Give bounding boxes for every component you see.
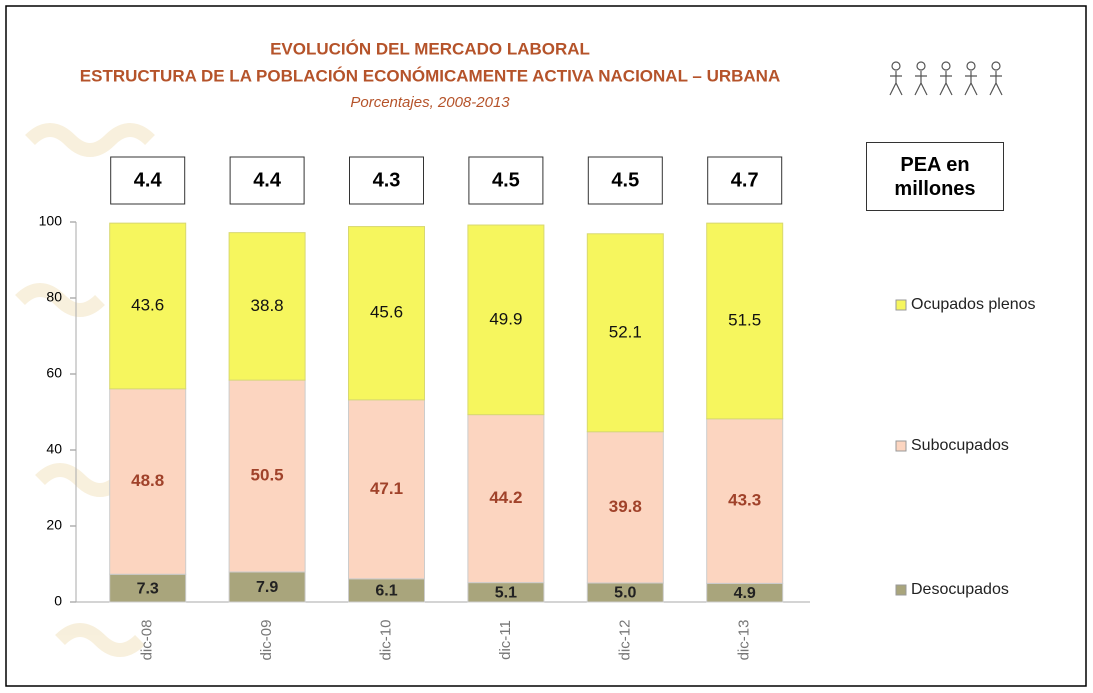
legend-swatch (895, 440, 907, 452)
data-label: 45.6 (370, 303, 403, 322)
data-label: 47.1 (370, 479, 403, 498)
data-label: 48.8 (131, 471, 164, 490)
bar-segment (228, 232, 306, 381)
people-icon (889, 61, 1003, 96)
pea-value: 4.5 (611, 169, 639, 191)
data-label: 7.3 (137, 580, 159, 597)
bar-segment (228, 379, 306, 573)
data-label: 7.9 (256, 579, 278, 596)
legend-swatch (895, 584, 907, 596)
bar-segment (467, 224, 545, 416)
pea-box (587, 156, 663, 205)
pea-value: 4.4 (253, 169, 282, 191)
legend-label: Subocupados (911, 437, 1009, 454)
x-tick-label: dic-10 (377, 620, 394, 661)
y-tick-label: 80 (46, 289, 62, 305)
data-label: 43.6 (131, 295, 164, 314)
x-tick-label: dic-13 (736, 620, 753, 661)
data-label: 51.5 (728, 310, 761, 329)
bar-segment (109, 573, 187, 603)
bar-segment (228, 571, 306, 603)
pea-value: 4.4 (134, 169, 163, 191)
bar-segment (467, 414, 545, 584)
y-tick-label: 40 (46, 441, 62, 457)
data-label: 4.9 (734, 585, 756, 602)
bar-segment (348, 226, 425, 401)
x-tick-label: dic-12 (616, 620, 633, 661)
data-label: 39.8 (609, 497, 642, 516)
pea-label: PEA en millones (866, 142, 1004, 211)
bar-segment (348, 399, 425, 580)
x-tick-label: dic-09 (258, 620, 275, 661)
pea-box (707, 156, 783, 205)
data-label: 50.5 (251, 466, 284, 485)
chart-title: EVOLUCIÓN DEL MERCADO LABORAL (270, 39, 590, 58)
pea-box (110, 156, 186, 205)
bar-segment (586, 233, 664, 433)
legend-label: Desocupados (911, 581, 1009, 598)
y-tick-label: 20 (46, 517, 62, 533)
bar-segment (109, 388, 187, 575)
x-tick-label: dic-11 (497, 620, 514, 660)
pea-value: 4.7 (731, 169, 759, 191)
data-label: 5.1 (495, 585, 517, 602)
pea-value: 4.5 (492, 169, 520, 191)
data-label: 5.0 (614, 585, 636, 602)
legend-swatch (895, 299, 907, 311)
data-label: 43.3 (728, 491, 761, 510)
data-label: 44.2 (489, 488, 522, 507)
data-label: 6.1 (375, 583, 397, 600)
bar-segment (706, 222, 784, 420)
bar-segment (586, 431, 664, 584)
data-label: 49.9 (489, 309, 522, 328)
data-label: 52.1 (609, 322, 642, 341)
chart-subtitle: ESTRUCTURA DE LA POBLACIÓN ECONÓMICAMENT… (80, 66, 780, 85)
bar-segment (109, 222, 187, 390)
legend-label: Ocupados plenos (911, 296, 1036, 313)
bar-segment (706, 418, 784, 584)
decoration (15, 123, 155, 657)
pea-box (468, 156, 544, 205)
y-tick-label: 60 (46, 365, 62, 381)
y-tick-label: 100 (39, 213, 63, 229)
pea-value: 4.3 (373, 169, 401, 191)
data-label: 38.8 (251, 296, 284, 315)
chart-note: Porcentajes, 2008-2013 (350, 94, 510, 111)
pea-box (229, 156, 305, 205)
pea-box (349, 156, 424, 205)
y-tick-label: 0 (54, 593, 62, 609)
x-tick-label: dic-08 (139, 620, 156, 661)
